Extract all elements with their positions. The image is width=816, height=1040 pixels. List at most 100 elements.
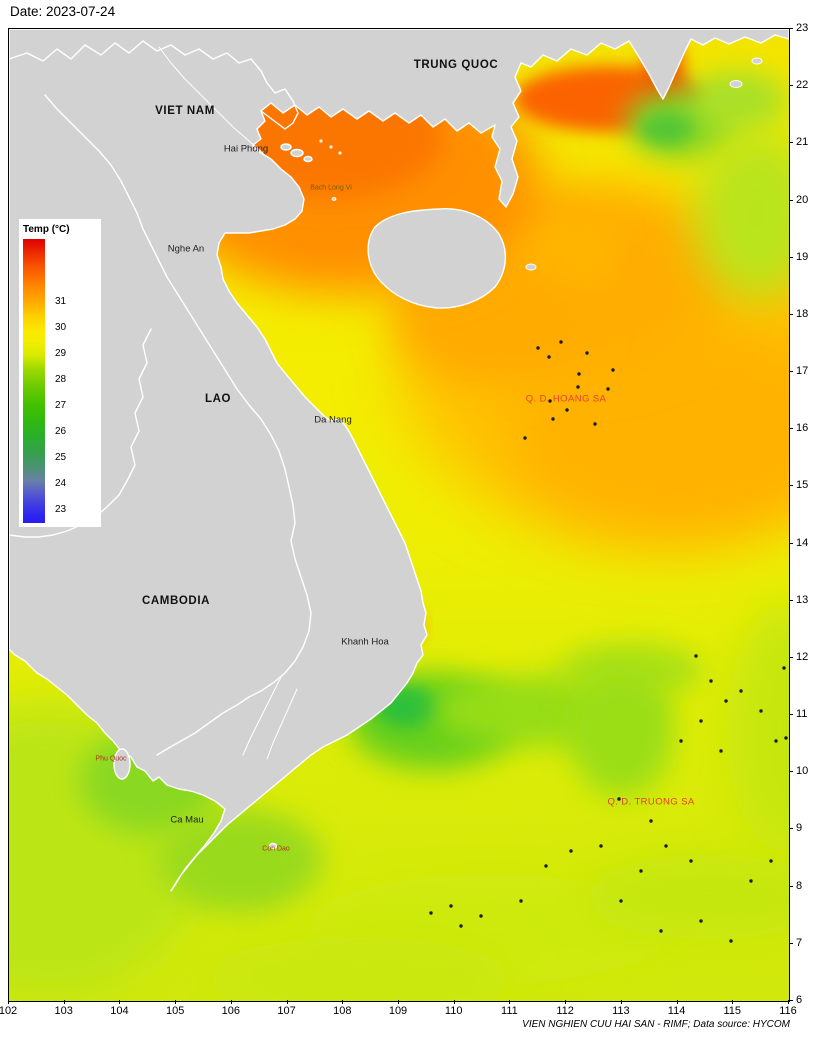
y-tick-label: 7 [796, 936, 803, 949]
y-tick-mark [789, 199, 793, 201]
y-tick-label: 22 [796, 79, 809, 92]
island-dot [569, 849, 573, 853]
y-tick-mark [789, 885, 793, 887]
y-tick-label: 14 [796, 536, 809, 549]
x-tick-mark [676, 1000, 678, 1004]
offshore-island-ne2 [751, 57, 763, 65]
island-dot [547, 355, 551, 359]
island-dot [664, 844, 668, 848]
island-dot [699, 719, 703, 723]
island-dot [694, 654, 698, 658]
island-dot [519, 899, 523, 903]
island-dot [585, 351, 589, 355]
island-dot [774, 739, 778, 743]
hainan-island [367, 208, 506, 309]
island-dot [739, 689, 743, 693]
border-vietnam-laos-cambodia [44, 94, 312, 756]
red-river [158, 46, 264, 154]
y-tick-mark [789, 771, 793, 773]
island-dot [617, 797, 621, 801]
x-tick-mark [398, 1000, 399, 1004]
legend-tick-27: 27 [55, 399, 67, 411]
x-tick-label: 103 [54, 1005, 73, 1017]
island-dot [639, 869, 643, 873]
x-tick-mark [63, 1000, 65, 1004]
island-dot [606, 387, 610, 391]
x-tick-label: 104 [110, 1005, 129, 1017]
y-tick-label: 18 [796, 307, 809, 320]
y-tick-label: 17 [796, 365, 809, 378]
island-dot [659, 929, 663, 933]
mekong-branch-2 [266, 688, 298, 760]
y-tick-mark [789, 371, 793, 373]
x-tick-mark [230, 1000, 232, 1004]
y-tick-label: 11 [796, 708, 808, 721]
island-dot [699, 919, 703, 923]
x-tick-label: 113 [612, 1005, 630, 1017]
legend-tick-30: 30 [55, 321, 67, 333]
x-tick-mark [286, 1000, 288, 1004]
island-dot [689, 859, 693, 863]
y-tick-label: 20 [796, 193, 809, 206]
coastal-island [303, 155, 313, 163]
y-tick-label: 12 [796, 650, 809, 663]
island-dot [459, 924, 463, 928]
halong-islets [319, 139, 342, 155]
x-tick-label: 111 [501, 1005, 518, 1017]
country-borders [9, 40, 312, 760]
island-dot [559, 340, 563, 344]
y-tick-mark [789, 428, 793, 430]
y-tick-mark [789, 714, 793, 716]
x-tick-mark [732, 1000, 734, 1004]
x-tick-mark [788, 1000, 789, 1004]
x-tick-mark [8, 1000, 9, 1004]
y-tick-mark [789, 485, 793, 487]
x-tick-mark [509, 1000, 511, 1004]
island-dot [449, 904, 453, 908]
island-dot [544, 864, 548, 868]
x-tick-label: 105 [165, 1005, 185, 1017]
island-dot [619, 899, 623, 903]
halong-island [290, 148, 304, 158]
island-dot [679, 739, 683, 743]
border-laos-thailand [9, 328, 152, 538]
x-tick-label: 108 [333, 1005, 352, 1017]
legend-tick-25: 25 [55, 451, 67, 463]
legend-tick-28: 28 [55, 373, 67, 385]
island-dot [593, 422, 597, 426]
y-tick-mark [789, 599, 793, 601]
hoang-sa-island-dots [523, 340, 615, 440]
bach-long-vi-island [331, 197, 337, 201]
sst-map-canvas [9, 29, 789, 1001]
legend-tick-23: 23 [55, 504, 67, 516]
island-dot [759, 709, 763, 713]
y-tick-label: 21 [796, 136, 809, 149]
y-tick-mark [789, 28, 793, 29]
x-tick-label: 109 [388, 1005, 408, 1017]
island-dot [599, 844, 603, 848]
y-tick-label: 8 [796, 879, 803, 892]
temperature-legend: Temp (°C) 31 30 29 28 27 26 25 24 23 [19, 219, 101, 527]
offshore-island-ne1 [729, 80, 743, 88]
credit-line: VIEN NGHIEN CUU HAI SAN - RIMF; Data sou… [522, 1019, 790, 1030]
x-tick-mark [342, 1000, 344, 1004]
island-dot [611, 368, 615, 372]
border-china-vietnam [9, 40, 299, 130]
y-tick-label: 10 [796, 765, 809, 778]
x-tick-mark [620, 1000, 622, 1004]
x-tick-mark [175, 1000, 177, 1004]
legend-colorbar [23, 239, 45, 523]
island-dot [576, 385, 580, 389]
y-tick-mark [789, 85, 793, 87]
island-dot [709, 679, 713, 683]
x-tick-label: 114 [667, 1005, 686, 1017]
con-dao-island [268, 842, 278, 850]
x-tick-label: 115 [723, 1005, 742, 1017]
y-tick-mark [789, 828, 793, 830]
island-dot [548, 399, 552, 403]
mekong-branch-1 [242, 676, 282, 756]
longitude-axis: 102 103 104 105 106 107 108 109 110 111 112 113 114 1… [0, 1000, 797, 1023]
island-dot [724, 699, 728, 703]
x-tick-label: 112 [556, 1005, 574, 1017]
